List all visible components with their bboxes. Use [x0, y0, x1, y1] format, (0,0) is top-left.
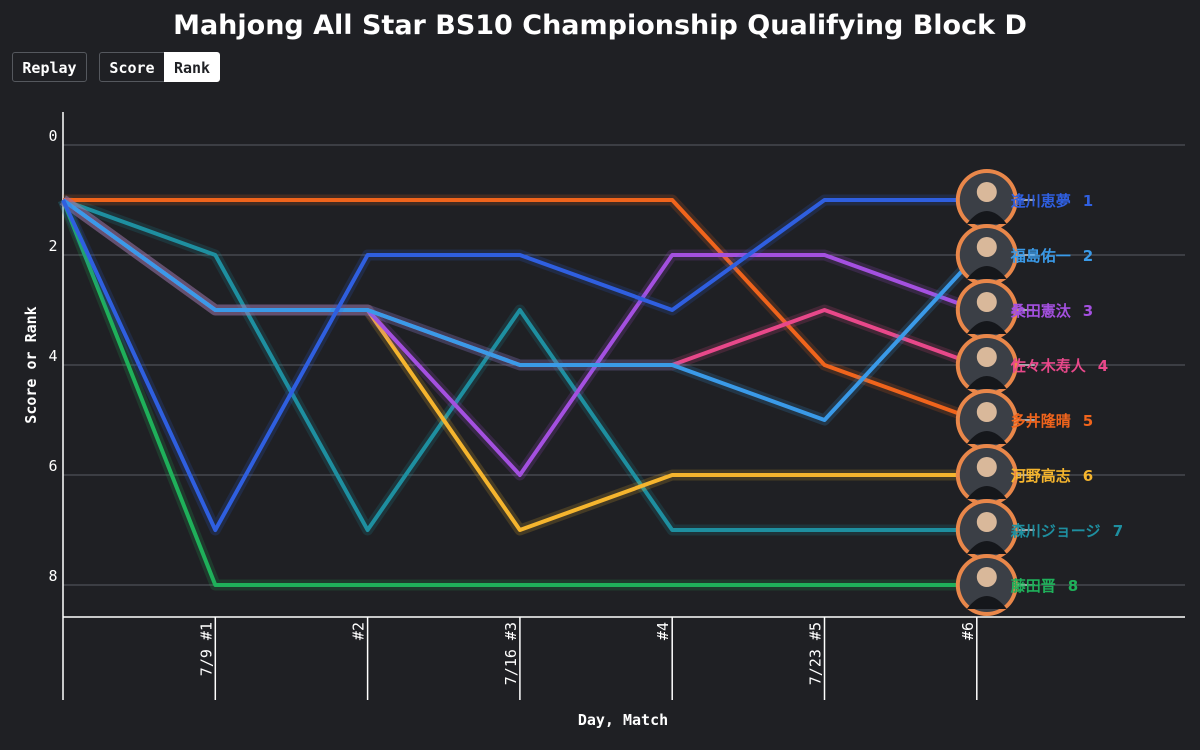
player-rank-label: 7	[1113, 522, 1123, 540]
player-rank-label: 6	[1083, 467, 1093, 485]
replay-button[interactable]: Replay	[12, 52, 87, 82]
player-end-marker	[955, 444, 1035, 506]
series-line	[62, 198, 977, 532]
player-name-label: 桑田憲汰	[1011, 302, 1072, 320]
player-name-label: 河野高志	[1011, 467, 1071, 485]
player-end-marker	[955, 389, 1035, 451]
avatar-face	[976, 512, 997, 532]
player-name-label: 逢川恵夢	[1011, 192, 1071, 210]
player-end-marker	[955, 554, 1035, 616]
x-tick-label: 7/16 #3	[502, 622, 520, 685]
x-axis-label: Day, Match	[578, 711, 668, 729]
avatar-face	[976, 182, 997, 202]
player-name-label: 藤田晋	[1011, 577, 1056, 595]
series-line	[61, 198, 978, 477]
player-labels: 逢川恵夢 1 福島佑一 2 桑田憲汰 3 佐々木寿人 4 多井隆晴 5 河野高志 6 森川ジョージ 7 藤田…	[955, 169, 1123, 616]
avatar-face	[976, 237, 997, 257]
player-rank-label: 3	[1083, 302, 1093, 320]
avatar-face	[976, 402, 997, 422]
avatar-face	[976, 347, 997, 367]
player-end-marker	[955, 279, 1035, 341]
y-tick-label: 2	[48, 237, 57, 255]
player-end-marker	[955, 224, 1035, 286]
avatar-face	[976, 292, 997, 312]
player-end-marker	[955, 334, 1035, 396]
player-rank-label: 8	[1068, 577, 1078, 595]
player-name-label: 福島佑一	[1010, 247, 1071, 265]
avatar-face	[976, 457, 997, 477]
x-tick-label: 7/23 #5	[807, 622, 825, 685]
series-glow	[59, 195, 979, 481]
series-line	[63, 198, 978, 422]
player-rank-label: 4	[1098, 357, 1108, 375]
y-axis-label: Score or Rank	[22, 306, 40, 423]
player-end-marker	[955, 499, 1035, 561]
series-line	[61, 198, 977, 532]
x-tick-label: #6	[959, 622, 977, 640]
series-glow	[59, 195, 979, 371]
y-tick-label: 6	[48, 457, 57, 475]
axes: 0 2 4 6 8 7/9 #1 #2 7/16 #3 #4 7/23 #5 #6	[48, 127, 1185, 685]
player-name-label: 多井隆晴	[1011, 412, 1071, 430]
series-line	[61, 199, 977, 587]
series-line	[61, 198, 979, 422]
chart-title: Mahjong All Star BS10 Championship Quali…	[173, 10, 1027, 41]
x-tick-label: #2	[350, 622, 368, 640]
player-end-marker	[955, 169, 1035, 231]
series-line	[61, 198, 978, 367]
player-rank-label: 1	[1083, 192, 1093, 210]
player-name-label: 佐々木寿人	[1010, 357, 1087, 375]
y-tick-label: 4	[48, 347, 57, 365]
avatar-face	[976, 567, 997, 587]
y-tick-label: 0	[48, 127, 57, 145]
series-lines	[57, 194, 981, 591]
rank-mode-button[interactable]: Rank	[164, 52, 220, 82]
player-rank-label: 2	[1083, 247, 1093, 265]
player-name-label: 森川ジョージ	[1011, 522, 1101, 540]
player-rank-label: 5	[1083, 412, 1093, 430]
x-tick-label: 7/9 #1	[197, 622, 215, 676]
y-tick-label: 8	[48, 567, 57, 585]
x-tick-label: #4	[654, 622, 672, 640]
